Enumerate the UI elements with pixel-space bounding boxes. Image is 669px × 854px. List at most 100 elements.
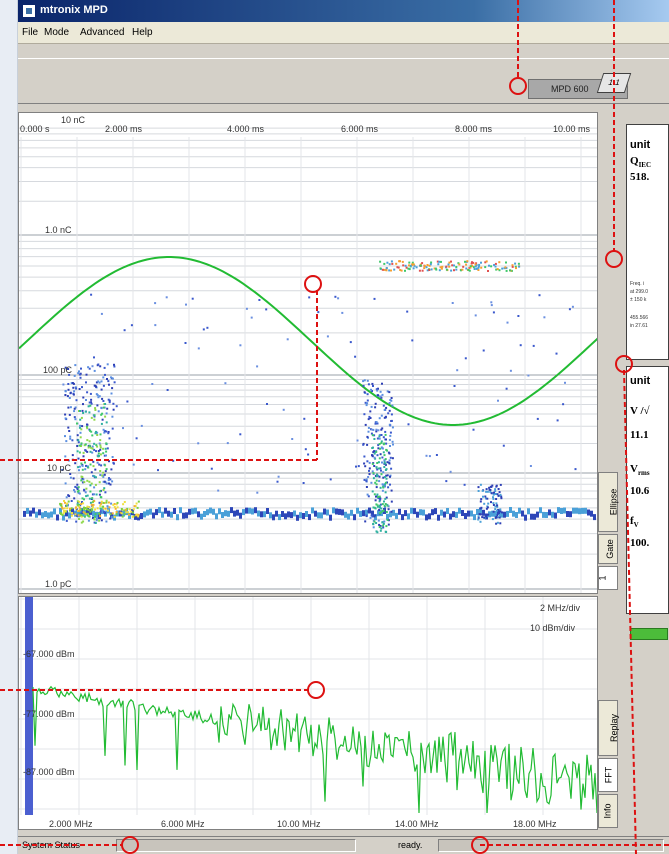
pd-dot xyxy=(87,519,90,522)
pd-dot xyxy=(73,407,76,410)
pd-dot xyxy=(375,421,378,424)
pd-dot xyxy=(384,506,386,509)
tab-replay[interactable]: Replay xyxy=(598,700,619,756)
pd-dot xyxy=(380,507,383,510)
pd-dot xyxy=(256,491,259,494)
pd-dot xyxy=(373,465,376,467)
pd-dot xyxy=(489,490,492,493)
pd-dot xyxy=(100,312,103,315)
pd-dot xyxy=(98,519,101,522)
menu-mode[interactable]: Mode xyxy=(44,27,70,38)
pd-dot xyxy=(373,438,376,440)
pd-dot xyxy=(509,269,511,272)
pd-dot xyxy=(492,497,495,500)
pd-dot xyxy=(78,465,81,468)
pd-baseline xyxy=(239,512,242,519)
pd-dot xyxy=(498,516,501,519)
fft-spectrum-trace xyxy=(32,685,597,814)
tab-1[interactable]: 1 xyxy=(598,566,618,590)
pd-dot xyxy=(64,482,67,485)
pd-baseline xyxy=(491,510,494,517)
pd-dot xyxy=(74,462,77,465)
pd-baseline xyxy=(23,510,26,517)
tab-ellipse[interactable]: Ellipse xyxy=(598,472,618,532)
tab-fft[interactable]: FFT xyxy=(598,758,618,792)
pd-dot xyxy=(373,520,376,523)
pd-dot xyxy=(481,516,484,519)
pd-dot xyxy=(450,260,452,263)
pd-dot xyxy=(451,302,454,304)
pd-dot xyxy=(383,459,386,462)
pd-dot xyxy=(91,501,94,504)
fft-scope[interactable]: 2 MHz/div 10 dBm/div -67.000 dBm -77.000… xyxy=(18,596,598,830)
pd-dot xyxy=(381,461,383,464)
pd-dot xyxy=(390,467,393,470)
pd-dot xyxy=(385,496,388,499)
pd-dot xyxy=(400,269,403,272)
pd-baseline xyxy=(395,512,398,519)
pd-dot xyxy=(384,483,386,486)
pd-dot xyxy=(480,498,483,501)
pd-dot xyxy=(101,505,104,508)
pd-dot xyxy=(372,385,374,387)
status-indicator-button[interactable] xyxy=(630,628,668,640)
tab-gate[interactable]: Gate xyxy=(598,534,618,564)
pd-dot xyxy=(496,514,499,517)
system-status-label[interactable]: System Status xyxy=(22,840,81,850)
pd-dot xyxy=(371,382,374,385)
app-logo-icon xyxy=(22,4,36,18)
pd-dot xyxy=(453,264,455,267)
v-rms-value: 10.6 xyxy=(630,485,650,497)
pd-dot xyxy=(304,448,307,451)
pd-dot xyxy=(408,261,411,264)
pd-dot xyxy=(477,266,480,269)
pd-dot xyxy=(84,512,87,515)
pd-dot xyxy=(99,474,102,476)
charge-label-1pc: 1.0 pC xyxy=(45,579,72,589)
pd-dot xyxy=(105,412,108,415)
pd-dot xyxy=(93,384,96,387)
pd-dot xyxy=(217,489,220,492)
pd-dot xyxy=(381,503,384,506)
pd-dot xyxy=(482,495,484,498)
pd-dot xyxy=(486,506,489,509)
pd-dot xyxy=(110,502,113,505)
pd-dot xyxy=(428,269,431,271)
menu-file[interactable]: File xyxy=(22,27,39,38)
pd-dot xyxy=(97,363,100,366)
pd-dot xyxy=(475,267,478,270)
pd-dot xyxy=(379,486,382,489)
pd-dot xyxy=(128,513,130,516)
pd-dot xyxy=(375,530,378,533)
pd-dot xyxy=(91,451,94,454)
pd-dot xyxy=(505,269,508,272)
pd-dot xyxy=(438,260,441,263)
pd-dot xyxy=(66,507,69,510)
pd-dot xyxy=(71,458,74,461)
menu-advanced[interactable]: Advanced xyxy=(80,27,125,38)
pd-dot xyxy=(91,365,94,368)
time-label-10: 10.00 ms xyxy=(553,124,591,134)
pd-dot xyxy=(80,445,82,447)
pd-dot xyxy=(239,433,242,436)
pd-dot xyxy=(77,514,80,517)
tab-info[interactable]: Info xyxy=(598,794,618,828)
dbm-label-67: -67.000 dBm xyxy=(23,649,75,659)
menu-help[interactable]: Help xyxy=(132,27,153,38)
pd-dot xyxy=(381,447,384,450)
pd-baseline xyxy=(143,511,146,518)
pd-dot xyxy=(68,397,71,399)
pd-dot xyxy=(74,485,77,488)
status-ready-label: ready. xyxy=(398,840,423,850)
pd-dot xyxy=(487,513,490,516)
pd-dot xyxy=(88,411,91,414)
pd-baseline xyxy=(446,508,449,514)
pd-dot xyxy=(538,294,541,297)
pd-dot xyxy=(87,506,90,509)
pd-dot xyxy=(82,520,85,523)
pd-dot xyxy=(434,267,437,270)
pd-dot xyxy=(490,301,493,304)
pd-pattern-scope[interactable]: 10 nC 0.000 s 2.000 ms 4.000 ms 6.000 ms… xyxy=(18,112,598,594)
pd-dot xyxy=(74,418,77,421)
pd-dot xyxy=(373,451,376,454)
